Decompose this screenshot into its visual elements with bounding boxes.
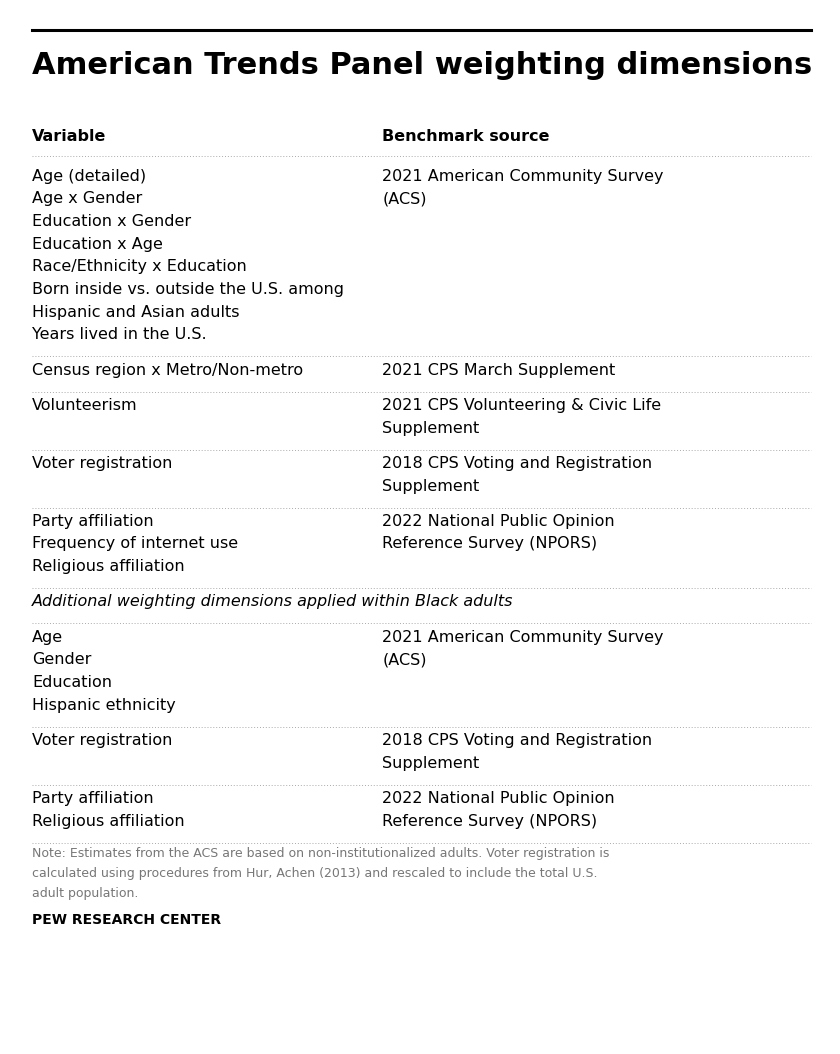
Text: Education x Age: Education x Age	[32, 236, 163, 252]
Text: (ACS): (ACS)	[382, 192, 427, 207]
Text: Census region x Metro/Non-metro: Census region x Metro/Non-metro	[32, 363, 303, 377]
Text: Education: Education	[32, 676, 112, 690]
Text: Reference Survey (NPORS): Reference Survey (NPORS)	[382, 536, 597, 551]
Text: Supplement: Supplement	[382, 756, 480, 770]
Text: calculated using procedures from Hur, Achen (2013) and rescaled to include the t: calculated using procedures from Hur, Ac…	[32, 866, 597, 880]
Text: Age x Gender: Age x Gender	[32, 192, 142, 207]
Text: Reference Survey (NPORS): Reference Survey (NPORS)	[382, 814, 597, 828]
Text: Hispanic ethnicity: Hispanic ethnicity	[32, 698, 176, 713]
Text: 2021 American Community Survey: 2021 American Community Survey	[382, 630, 664, 645]
Text: 2021 American Community Survey: 2021 American Community Survey	[382, 169, 664, 183]
Text: Born inside vs. outside the U.S. among: Born inside vs. outside the U.S. among	[32, 281, 344, 297]
Text: American Trends Panel weighting dimensions: American Trends Panel weighting dimensio…	[32, 51, 812, 80]
Text: Age (detailed): Age (detailed)	[32, 169, 146, 183]
Text: Frequency of internet use: Frequency of internet use	[32, 536, 238, 551]
Text: (ACS): (ACS)	[382, 652, 427, 667]
Text: Years lived in the U.S.: Years lived in the U.S.	[32, 327, 207, 343]
Text: Religious affiliation: Religious affiliation	[32, 814, 185, 828]
Text: 2018 CPS Voting and Registration: 2018 CPS Voting and Registration	[382, 456, 653, 471]
Text: Party affiliation: Party affiliation	[32, 790, 154, 806]
Text: Voter registration: Voter registration	[32, 734, 172, 748]
Text: Benchmark source: Benchmark source	[382, 129, 549, 143]
Text: Gender: Gender	[32, 652, 92, 667]
Text: Supplement: Supplement	[382, 479, 480, 493]
Text: Additional weighting dimensions applied within Black adults: Additional weighting dimensions applied …	[32, 594, 513, 609]
Text: Religious affiliation: Religious affiliation	[32, 560, 185, 574]
Text: Volunteerism: Volunteerism	[32, 398, 138, 413]
Text: 2022 National Public Opinion: 2022 National Public Opinion	[382, 790, 615, 806]
Text: Party affiliation: Party affiliation	[32, 514, 154, 529]
Text: Supplement: Supplement	[382, 421, 480, 435]
Text: Race/Ethnicity x Education: Race/Ethnicity x Education	[32, 259, 247, 274]
Text: adult population.: adult population.	[32, 886, 139, 900]
Text: Hispanic and Asian adults: Hispanic and Asian adults	[32, 305, 239, 319]
Text: 2022 National Public Opinion: 2022 National Public Opinion	[382, 514, 615, 529]
Text: 2018 CPS Voting and Registration: 2018 CPS Voting and Registration	[382, 734, 653, 748]
Text: Note: Estimates from the ACS are based on non-institutionalized adults. Voter re: Note: Estimates from the ACS are based o…	[32, 847, 609, 860]
Text: Education x Gender: Education x Gender	[32, 214, 191, 229]
Text: Variable: Variable	[32, 129, 107, 143]
Text: 2021 CPS Volunteering & Civic Life: 2021 CPS Volunteering & Civic Life	[382, 398, 661, 413]
Text: Age: Age	[32, 630, 63, 645]
Text: PEW RESEARCH CENTER: PEW RESEARCH CENTER	[32, 913, 221, 928]
Text: 2021 CPS March Supplement: 2021 CPS March Supplement	[382, 363, 616, 377]
Text: Voter registration: Voter registration	[32, 456, 172, 471]
